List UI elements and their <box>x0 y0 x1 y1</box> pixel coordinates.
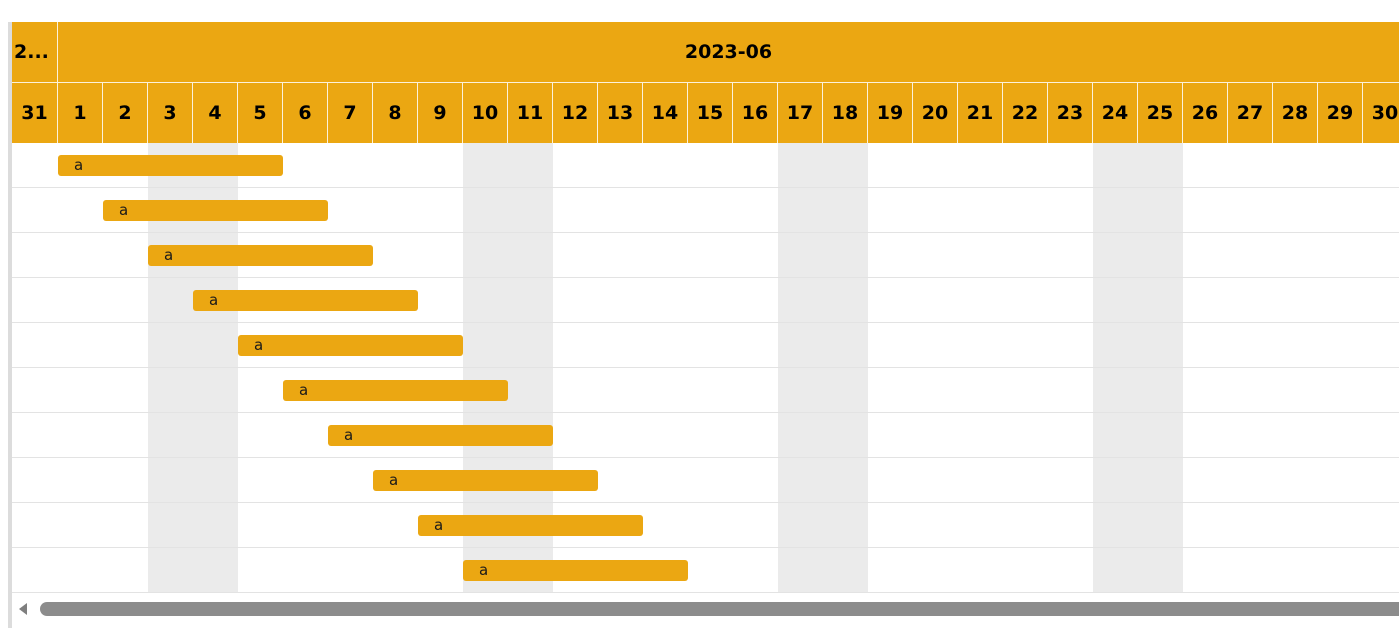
weekend-band <box>1093 143 1138 593</box>
row-gridline <box>12 412 1399 413</box>
day-header-cell: 25 <box>1138 82 1183 143</box>
day-header-cell: 3 <box>148 82 193 143</box>
task-bar[interactable]: a <box>58 155 283 176</box>
day-header-cell: 24 <box>1093 82 1138 143</box>
task-bar[interactable]: a <box>238 335 463 356</box>
prev-month-header: 2... <box>12 22 58 82</box>
scrollbar-thumb[interactable] <box>40 602 1399 616</box>
day-header-cell: 4 <box>193 82 238 143</box>
task-bar[interactable]: a <box>103 200 328 221</box>
day-header-cell: 15 <box>688 82 733 143</box>
day-header-cell: 20 <box>913 82 958 143</box>
day-header-cell: 14 <box>643 82 688 143</box>
left-border <box>8 22 12 628</box>
row-gridline <box>12 277 1399 278</box>
day-header-cell: 17 <box>778 82 823 143</box>
month-header: 2023-06 <box>58 22 1399 82</box>
day-header-cell: 11 <box>508 82 553 143</box>
day-header-cell: 23 <box>1048 82 1093 143</box>
day-header-cell: 28 <box>1273 82 1318 143</box>
task-bar[interactable]: a <box>193 290 418 311</box>
task-bar[interactable]: a <box>148 245 373 266</box>
task-bar[interactable]: a <box>418 515 643 536</box>
day-header-cell: 21 <box>958 82 1003 143</box>
day-header-cell: 10 <box>463 82 508 143</box>
weekend-band <box>1138 143 1183 593</box>
day-header-cell: 16 <box>733 82 778 143</box>
day-header-cell: 7 <box>328 82 373 143</box>
day-header-cell: 6 <box>283 82 328 143</box>
day-header-cell: 26 <box>1183 82 1228 143</box>
weekend-band <box>778 143 823 593</box>
weekend-band <box>823 143 868 593</box>
day-header-cell: 18 <box>823 82 868 143</box>
row-gridline <box>12 187 1399 188</box>
day-header-cell: 27 <box>1228 82 1273 143</box>
row-gridline <box>12 592 1399 593</box>
row-gridline <box>12 457 1399 458</box>
day-header-cell: 13 <box>598 82 643 143</box>
row-gridline <box>12 322 1399 323</box>
day-header-cell: 9 <box>418 82 463 143</box>
task-bar[interactable]: a <box>373 470 598 491</box>
task-bar[interactable]: a <box>463 560 688 581</box>
day-header-cell: 31 <box>12 82 58 143</box>
day-header-cell: 2 <box>103 82 148 143</box>
day-header-cell: 30 <box>1363 82 1399 143</box>
day-header-cell: 5 <box>238 82 283 143</box>
day-header-cell: 8 <box>373 82 418 143</box>
day-header-cell: 12 <box>553 82 598 143</box>
row-gridline <box>12 547 1399 548</box>
day-header-cell: 29 <box>1318 82 1363 143</box>
row-gridline <box>12 502 1399 503</box>
row-gridline <box>12 367 1399 368</box>
scroll-left-icon[interactable] <box>19 603 27 615</box>
task-bar[interactable]: a <box>328 425 553 446</box>
row-gridline <box>12 232 1399 233</box>
day-header-cell: 19 <box>868 82 913 143</box>
day-header-cell: 1 <box>58 82 103 143</box>
day-header-cell: 22 <box>1003 82 1048 143</box>
task-bar[interactable]: a <box>283 380 508 401</box>
